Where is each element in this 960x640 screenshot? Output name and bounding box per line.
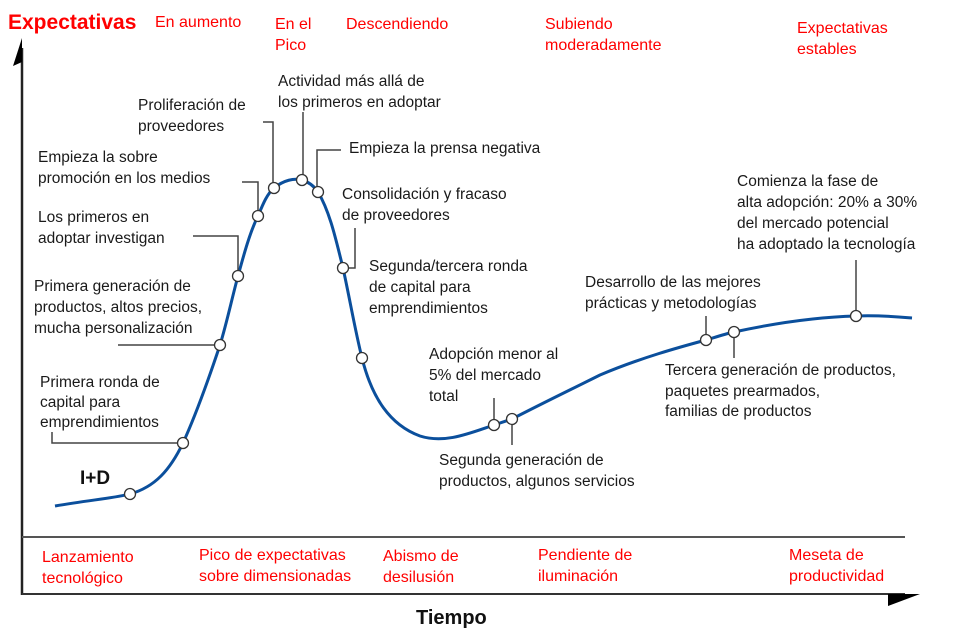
- annotation-line: capital para: [40, 394, 121, 411]
- annotation-line: adoptar investigan: [38, 230, 165, 247]
- curve-node: [213, 338, 227, 352]
- annotation-line: de capital para: [369, 279, 471, 296]
- annotation-line: Segunda/tercera ronda: [369, 258, 528, 275]
- phase-label: Meseta de: [789, 547, 864, 564]
- annotation-line: paquetes prearmados,: [665, 383, 820, 400]
- annotation-line: proveedores: [138, 118, 224, 135]
- curve-node: [355, 351, 369, 365]
- curve-node: [267, 181, 281, 195]
- curve-node: [336, 261, 350, 275]
- annotation-line: Empieza la sobre: [38, 149, 158, 166]
- annotation: Consolidación y fracaso de proveedores: [342, 186, 507, 224]
- phase-label: Lanzamiento: [42, 549, 134, 566]
- y-axis-arrowhead: [13, 38, 22, 66]
- expectation-label: Subiendo: [545, 16, 613, 33]
- annotation: Desarrollo de las mejores prácticas y me…: [585, 274, 761, 312]
- phase-label: Pendiente de: [538, 547, 632, 564]
- annotation-line: del mercado potencial: [737, 215, 889, 232]
- expectation-label: Expectativas: [797, 20, 888, 37]
- annotation-line: Actividad más allá de: [278, 73, 424, 90]
- expectation-label: moderadamente: [545, 37, 662, 54]
- annotation-line: Adopción menor al: [429, 346, 558, 363]
- annotation-line: total: [429, 388, 458, 405]
- annotation-line: productos, altos precios,: [34, 299, 202, 316]
- expectation-label: Pico: [275, 37, 306, 54]
- annotation: Primera ronda de capital para emprendimi…: [40, 374, 160, 431]
- annotation-line: mucha personalización: [34, 320, 193, 337]
- phase-label: desilusión: [383, 569, 454, 586]
- x-axis-title: Tiempo: [416, 607, 487, 629]
- curve-node: [123, 487, 137, 501]
- annotation-line: Consolidación y fracaso: [342, 186, 507, 203]
- x-axis-arrowhead: [888, 594, 920, 606]
- leader-line: [242, 181, 259, 212]
- curve-node: [487, 418, 501, 432]
- annotation: Proliferación de proveedores: [138, 97, 246, 135]
- annotation-line: Proliferación de: [138, 97, 246, 114]
- curve-node: [699, 333, 713, 347]
- annotation: Empieza la prensa negativa: [349, 140, 541, 157]
- annotation: Primera generación de productos, altos p…: [34, 278, 202, 337]
- annotation: Los primeros en adoptar investigan: [38, 209, 165, 247]
- annotation-line: 5% del mercado: [429, 367, 541, 384]
- annotation-line: Tercera generación de productos,: [665, 362, 896, 379]
- annotation: Empieza la sobre promoción en los medios: [38, 149, 211, 187]
- curve-node: [295, 173, 309, 187]
- phase-label: Pico de expectativas: [199, 547, 346, 564]
- annotation-line: prácticas y metodologías: [585, 295, 757, 312]
- annotation-line: ha adoptado la tecnología: [737, 236, 916, 253]
- annotation-line: Primera ronda de: [40, 374, 160, 391]
- curve-nodes: [123, 173, 863, 501]
- annotation-line: productos, algunos servicios: [439, 473, 635, 490]
- annotation-line: Los primeros en: [38, 209, 149, 226]
- curve-node: [311, 185, 325, 199]
- expectation-label: estables: [797, 41, 857, 58]
- annotation-line: familias de productos: [665, 403, 812, 420]
- start-label: I+D: [80, 468, 110, 489]
- leader-line: [316, 149, 341, 188]
- curve-node: [849, 309, 863, 323]
- annotation-line: de proveedores: [342, 207, 450, 224]
- curve-node: [231, 269, 245, 283]
- curve-node: [505, 412, 519, 426]
- curve-node: [176, 436, 190, 450]
- phase-label: sobre dimensionadas: [199, 568, 351, 585]
- annotation: Adopción menor al 5% del mercado total: [429, 346, 558, 405]
- annotation-line: Comienza la fase de: [737, 173, 878, 190]
- curve-node: [251, 209, 265, 223]
- leader-line: [263, 121, 274, 184]
- annotation-line: Empieza la prensa negativa: [349, 140, 541, 157]
- expectation-label: Descendiendo: [346, 16, 448, 33]
- leader-line: [193, 235, 239, 272]
- annotation-line: emprendimientos: [40, 414, 159, 431]
- annotation: Comienza la fase de alta adopción: 20% a…: [737, 173, 917, 253]
- annotation-line: Segunda generación de: [439, 452, 604, 469]
- phase-label: Abismo de: [383, 548, 459, 565]
- curve-node: [727, 325, 741, 339]
- annotation-line: emprendimientos: [369, 300, 488, 317]
- annotation-line: Desarrollo de las mejores: [585, 274, 761, 291]
- phase-label: iluminación: [538, 568, 618, 585]
- annotation-line: Primera generación de: [34, 278, 191, 295]
- expectation-label: En el: [275, 16, 311, 33]
- y-axis-title: Expectativas: [8, 11, 136, 34]
- annotation: Segunda generación de productos, algunos…: [439, 452, 635, 490]
- annotation-line: alta adopción: 20% a 30%: [737, 194, 917, 211]
- phase-label: productividad: [789, 568, 884, 585]
- expectation-label: En aumento: [155, 14, 241, 31]
- phase-label: tecnológico: [42, 570, 123, 587]
- leader-line: [347, 228, 356, 269]
- annotation-line: los primeros en adoptar: [278, 94, 441, 111]
- leader-line: [51, 432, 179, 444]
- annotation-line: promoción en los medios: [38, 170, 211, 187]
- annotation: Actividad más allá de los primeros en ad…: [278, 73, 441, 111]
- annotation: Tercera generación de productos, paquete…: [665, 362, 896, 420]
- annotation: Segunda/tercera ronda de capital para em…: [369, 258, 528, 317]
